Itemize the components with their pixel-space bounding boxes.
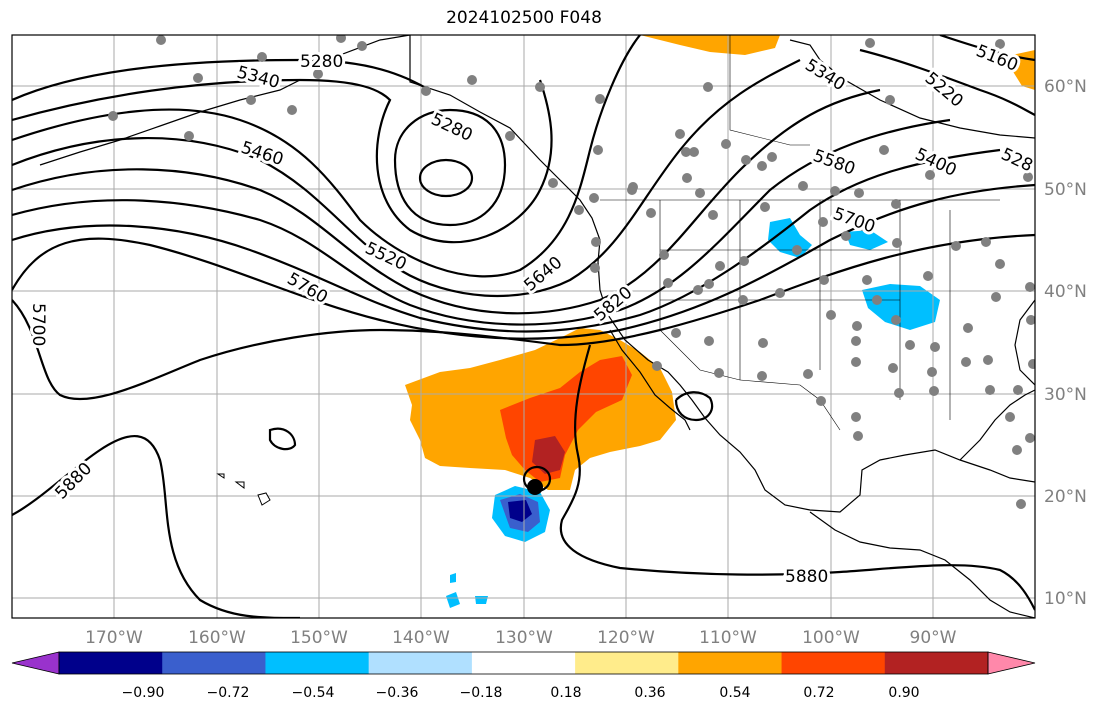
lat-tick-label: 30°N	[1044, 385, 1087, 405]
red-shade-region	[500, 356, 632, 482]
blue-southcentral-region	[862, 284, 940, 330]
lat-tick-label: 60°N	[1044, 77, 1087, 97]
colorbar-extend-max	[987, 651, 1036, 675]
lon-tick-label: 140°W	[392, 628, 450, 648]
colorbar-segment	[678, 652, 783, 674]
colorbar-segment	[162, 652, 266, 674]
colorbar-segment	[884, 652, 989, 674]
colorbar-extend-min	[11, 651, 60, 675]
colorbar-segment	[59, 652, 163, 674]
colorbar-tick-label: 0.90	[888, 685, 919, 701]
blue-midwest2-region	[845, 230, 888, 250]
low-center-marker	[527, 479, 543, 495]
darkblue-low-region	[508, 500, 532, 522]
colorbar-segment	[368, 652, 473, 674]
contour-label: 5280	[300, 52, 343, 72]
contour-label: 5880	[785, 567, 828, 587]
lat-tick-label: 50°N	[1044, 180, 1087, 200]
longitude-ticks: 170°W 160°W 150°W 140°W 130°W 120°W 110°…	[85, 628, 957, 648]
lon-tick-label: 100°W	[802, 628, 860, 648]
hawaii-islands	[216, 473, 271, 506]
lon-tick-label: 120°W	[597, 628, 655, 648]
colorbar-segment	[575, 652, 679, 674]
colorbar-tick-label: 0.36	[634, 685, 665, 701]
lon-tick-label: 130°W	[495, 628, 553, 648]
lon-tick-label: 160°W	[188, 628, 246, 648]
graticule	[12, 35, 1035, 618]
lon-tick-label: 150°W	[290, 628, 348, 648]
chart-title: 2024102500 F048	[446, 8, 602, 28]
lon-tick-label: 110°W	[699, 628, 757, 648]
map-frame	[11, 34, 1036, 619]
lat-tick-label: 10°N	[1044, 589, 1087, 609]
colorbar-segment	[781, 652, 886, 674]
colorbar-segment	[265, 652, 370, 674]
colorbar-tick-label: 0.54	[719, 685, 750, 701]
colorbar	[11, 651, 1036, 675]
colorbar-ticks: −0.90 −0.72 −0.54 −0.36 −0.18 0.18 0.36 …	[122, 685, 920, 701]
colorbar-tick-label: −0.90	[122, 685, 165, 701]
colorbar-tick-label: 0.18	[550, 685, 581, 701]
small-blue-hawaii	[446, 573, 488, 608]
lon-tick-label: 170°W	[85, 628, 143, 648]
colorbar-tick-label: −0.18	[460, 685, 503, 701]
darkred-shade-region	[532, 436, 565, 474]
colorbar-tick-label: −0.54	[292, 685, 335, 701]
colorbar-segment	[471, 652, 576, 674]
colorbar-outline	[58, 651, 989, 675]
map-layers: 5280 5340 5280 5460 5520 5760 5700 5880 …	[12, 35, 1035, 618]
colorbar-tick-label: 0.72	[803, 685, 834, 701]
latitude-ticks: 60°N 50°N 40°N 30°N 20°N 10°N	[1044, 77, 1087, 609]
colorbar-tick-label: −0.36	[376, 685, 419, 701]
station-dots	[108, 35, 1035, 509]
lon-tick-label: 90°W	[910, 628, 957, 648]
lat-tick-label: 40°N	[1044, 282, 1087, 302]
orange-top-region	[640, 35, 780, 55]
coastlines	[39, 35, 1035, 618]
colorbar-tick-label: −0.72	[207, 685, 250, 701]
contour-label: 5700	[28, 303, 48, 346]
lat-tick-label: 20°N	[1044, 487, 1087, 507]
